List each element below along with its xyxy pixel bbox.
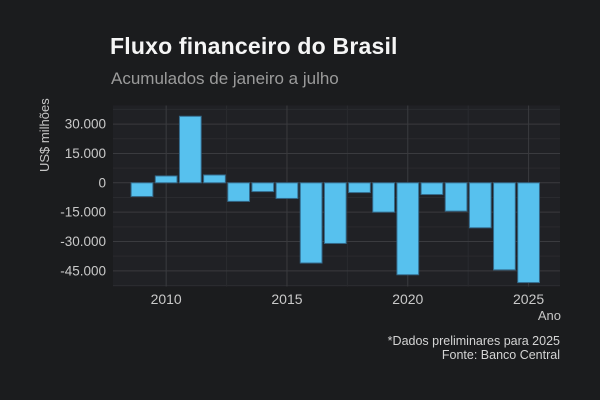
bar-2022 [444, 182, 468, 212]
x-tick-label-2010: 2010 [151, 291, 182, 307]
chart-title: Fluxo financeiro do Brasil [110, 33, 398, 59]
bar-2017 [323, 182, 347, 244]
caption-source: Fonte: Banco Central [441, 348, 560, 362]
y-tick-label--30000: -30.000 [60, 234, 106, 249]
chart-subtitle: Acumulados de janeiro a julho [111, 69, 339, 88]
bar-2019 [372, 182, 395, 213]
chart-caption: *Dados preliminares para 2025 Fonte: Ban… [388, 334, 560, 362]
bar-2023 [468, 182, 492, 229]
x-axis-title: Ano [538, 308, 561, 323]
bar-2014 [251, 182, 275, 193]
bar-2012 [203, 174, 226, 184]
bar-2015 [275, 182, 299, 199]
bar-2018 [348, 182, 371, 194]
y-tick-label--15000: -15.000 [60, 205, 106, 220]
bar-2010 [154, 175, 178, 184]
bar-2011 [178, 115, 202, 184]
y-tick-label--45000: -45.000 [60, 263, 106, 278]
bar-2025 [517, 182, 540, 284]
bar-2021 [420, 182, 444, 196]
bar-2020 [396, 182, 420, 276]
x-tick-label-2020: 2020 [392, 291, 423, 307]
y-tick-label-15000: 15.000 [65, 146, 106, 161]
y-axis-title: US$ milhões [37, 98, 52, 172]
bar-2009 [130, 182, 154, 197]
x-tick-label-2025: 2025 [513, 291, 544, 307]
caption-note: *Dados preliminares para 2025 [387, 334, 560, 348]
y-tick-label-30000: 30.000 [65, 117, 106, 132]
bar-2013 [227, 182, 251, 202]
y-tick-label-0: 0 [98, 175, 106, 190]
bar-2024 [493, 182, 516, 271]
x-tick-label-2015: 2015 [271, 291, 302, 307]
bar-2016 [299, 182, 323, 264]
